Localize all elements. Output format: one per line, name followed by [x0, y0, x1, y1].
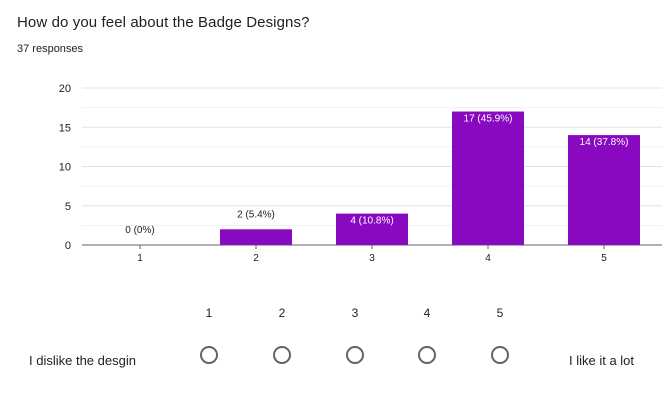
x-tick-label: 3 [369, 253, 375, 264]
scale-radio-4[interactable] [418, 346, 436, 364]
chart-y-ticks: 0 5 10 15 20 [59, 83, 71, 252]
data-label-3: 4 (10.8%) [350, 216, 393, 227]
scale-number-4: 4 [423, 306, 431, 320]
y-tick-label: 5 [65, 201, 71, 213]
data-label-2: 2 (5.4%) [237, 209, 275, 220]
chart-gridlines [82, 87, 662, 246]
scale-number-1: 1 [205, 306, 213, 320]
y-tick-label: 0 [65, 240, 71, 252]
scale-radio-2[interactable] [273, 346, 291, 364]
linear-scale: I dislike the desgin 1 2 3 4 5 I like it… [0, 300, 667, 380]
scale-number-2: 2 [278, 306, 286, 320]
scale-radio-3[interactable] [346, 346, 364, 364]
responses-bar-chart: 0 (0%) 2 (5.4%) 4 (10.8%) 17 (45.9%) 14 (37.… [59, 83, 662, 264]
scale-radio-5[interactable] [491, 346, 509, 364]
x-tick-label: 5 [601, 253, 607, 264]
response-count: 37 responses [17, 43, 84, 55]
x-tick-label: 1 [137, 253, 143, 264]
chart-data-labels: 0 (0%) 2 (5.4%) 4 (10.8%) 17 (45.9%) 14 (37.… [125, 114, 628, 236]
y-tick-label: 15 [59, 122, 71, 134]
y-tick-label: 10 [59, 162, 71, 174]
data-label-1: 0 (0%) [125, 225, 154, 236]
bar-4 [452, 111, 524, 245]
scale-radio-1[interactable] [200, 346, 218, 364]
x-tick-label: 4 [485, 253, 491, 264]
scale-number-3: 3 [351, 306, 359, 320]
scale-low-label: I dislike the desgin [29, 353, 136, 368]
bar-2 [220, 229, 292, 245]
scale-high-label: I like it a lot [569, 353, 635, 368]
chart-x-ticks: 1 2 3 4 5 [137, 245, 607, 264]
scale-number-5: 5 [496, 306, 504, 320]
x-tick-label: 2 [253, 253, 259, 264]
bar-5 [568, 135, 640, 245]
y-tick-label: 20 [59, 83, 71, 95]
data-label-4: 17 (45.9%) [464, 114, 513, 125]
question-title: How do you feel about the Badge Designs? [17, 14, 310, 31]
bar-3 [336, 213, 408, 245]
chart-bars [220, 111, 640, 245]
data-label-5: 14 (37.8%) [580, 137, 629, 148]
